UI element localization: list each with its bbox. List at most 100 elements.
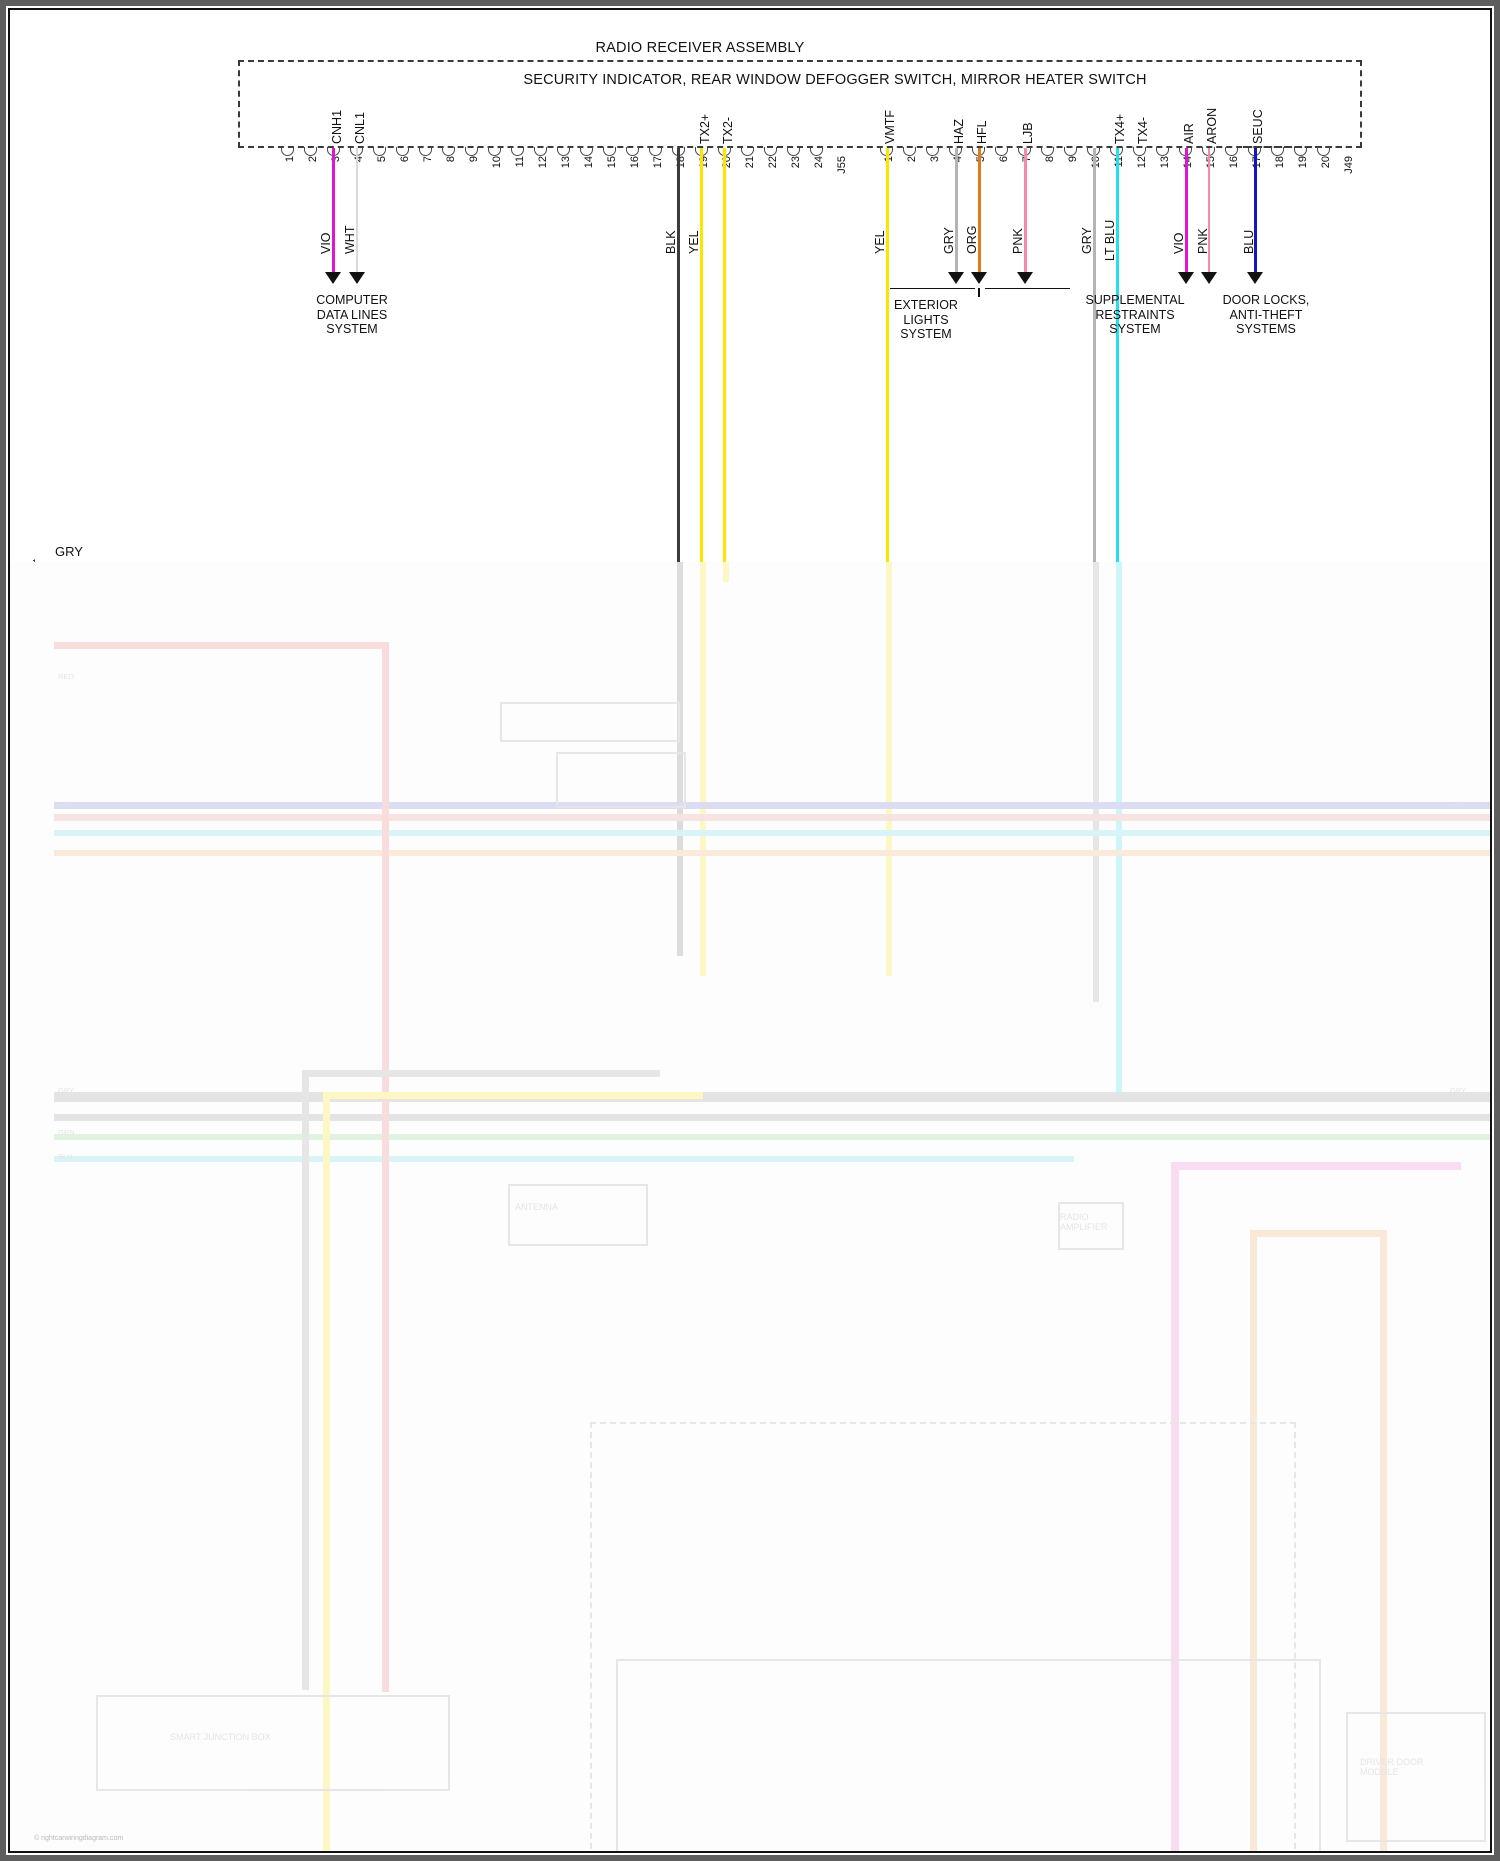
pin-number: 14 bbox=[1182, 156, 1194, 169]
pin-cup bbox=[995, 147, 1008, 156]
pin-number: 13 bbox=[1159, 156, 1171, 169]
dest-line: SYSTEMS bbox=[1236, 322, 1296, 336]
switch-block-b bbox=[500, 702, 680, 742]
circuit-code: TX4+ bbox=[1113, 113, 1127, 144]
circuit-code: TX2+ bbox=[698, 113, 712, 144]
group-brace-tick bbox=[978, 288, 980, 297]
pin-number: 11 bbox=[1113, 156, 1125, 168]
lower-schematic-faded: SMART JUNCTION BOX INSTRUMENT PANEL CLUS… bbox=[10, 562, 1490, 1851]
harness-bundle-upper bbox=[54, 802, 1490, 809]
harness-bundle-lower bbox=[54, 1092, 1490, 1102]
pin-number: 8 bbox=[445, 156, 457, 163]
pin-number: 6 bbox=[998, 156, 1010, 163]
wire-color-label: VIO bbox=[319, 232, 333, 254]
wire-color-label: LT BLU bbox=[1103, 219, 1117, 261]
pin-cup bbox=[1133, 147, 1146, 156]
connector-edge-left bbox=[238, 146, 1362, 148]
pin-number: 14 bbox=[583, 156, 595, 169]
pin-cup bbox=[1064, 147, 1077, 156]
ref-label: BLU bbox=[58, 1152, 73, 1161]
pin-number: 1 bbox=[284, 156, 296, 163]
pin-cup bbox=[1225, 147, 1238, 156]
pin-cup bbox=[810, 147, 823, 156]
pin-number: 2 bbox=[906, 156, 918, 163]
pin-number: 24 bbox=[813, 156, 825, 169]
pin-cup bbox=[903, 147, 916, 156]
gry-wire-label: GRY bbox=[55, 544, 83, 559]
pin-number: 5 bbox=[376, 156, 388, 163]
pin-cup bbox=[511, 147, 524, 156]
wire-yel-j55-19 bbox=[700, 148, 703, 562]
wire-pink-top-run bbox=[1171, 1162, 1461, 1170]
pin-number: 7 bbox=[1021, 156, 1033, 163]
pin-cup bbox=[1271, 147, 1284, 156]
pin-cup bbox=[442, 147, 455, 156]
wire-yellow-vertical bbox=[323, 1092, 330, 1851]
pin-number: 10 bbox=[491, 156, 503, 169]
dest-line: DOOR LOCKS, bbox=[1222, 293, 1310, 307]
pin-number: 16 bbox=[629, 156, 641, 169]
module-center-dashed bbox=[590, 1422, 1296, 1851]
wire-red-vertical bbox=[382, 642, 389, 1692]
arrow-down-icon bbox=[971, 272, 987, 284]
module-right-connector bbox=[1346, 1712, 1486, 1842]
credit-text: © rightcarwiringdiagram.com bbox=[34, 1835, 124, 1842]
ref-label: RED bbox=[58, 672, 74, 681]
circuit-code: LJB bbox=[1021, 122, 1035, 144]
component-box-2 bbox=[508, 1184, 648, 1246]
component-box-1 bbox=[1058, 1202, 1124, 1250]
faded-content-layer: SMART JUNCTION BOX INSTRUMENT PANEL CLUS… bbox=[10, 562, 1490, 1851]
dest-line: SYSTEM bbox=[1109, 322, 1161, 336]
wire-color-label: YEL bbox=[687, 230, 701, 254]
wire-wht-j55-4 bbox=[356, 148, 359, 276]
wire-pnk-j49-15 bbox=[1208, 148, 1211, 276]
module-left-connector bbox=[96, 1695, 450, 1791]
wire-pnk-j49-8 bbox=[1024, 148, 1027, 276]
arrow-down-icon bbox=[1017, 272, 1033, 284]
pin-cup bbox=[396, 147, 409, 156]
pin-number: 11 bbox=[514, 156, 526, 168]
pin-cup bbox=[1317, 147, 1330, 156]
harness-bundle-upper-2 bbox=[54, 814, 1490, 821]
pin-cup bbox=[465, 147, 478, 156]
circuit-code: HAZ bbox=[952, 119, 966, 144]
diagram-sheet: RADIO RECEIVER ASSEMBLY SECURITY INDICAT… bbox=[8, 8, 1492, 1853]
wire-ltblu-cont bbox=[1116, 562, 1122, 1102]
pin-number: 23 bbox=[790, 156, 802, 169]
arrow-down-icon bbox=[1201, 272, 1217, 284]
pin-cup bbox=[373, 147, 386, 156]
wire-color-label: VIO bbox=[1172, 232, 1186, 254]
pin-cup bbox=[1294, 147, 1307, 156]
arrow-down-icon bbox=[1247, 272, 1263, 284]
pin-cup bbox=[557, 147, 570, 156]
wire-color-label: YEL bbox=[873, 230, 887, 254]
pin-cup bbox=[304, 147, 317, 156]
pin-cup bbox=[603, 147, 616, 156]
wire-color-label: BLU bbox=[1242, 229, 1256, 254]
circuit-code: HFL bbox=[975, 120, 989, 144]
pin-number: 3 bbox=[929, 156, 941, 163]
pin-cup bbox=[787, 147, 800, 156]
pin-cup bbox=[281, 147, 294, 156]
dest-line: EXTERIOR bbox=[894, 298, 958, 312]
dest-line: LIGHTS bbox=[903, 312, 949, 327]
circuit-code: VMTF bbox=[883, 109, 897, 144]
arrow-down-icon bbox=[325, 272, 341, 284]
dest-line: SUPPLEMENTAL bbox=[1085, 293, 1185, 307]
wire-yel-j55-20 bbox=[723, 148, 726, 562]
pin-number: 12 bbox=[537, 156, 549, 169]
wire-orange-right-vertical bbox=[1380, 1230, 1387, 1851]
pin-number: 10 bbox=[1090, 156, 1102, 169]
destination-exterior-lights: EXTERIOR LIGHTS SYSTEM bbox=[894, 298, 958, 342]
pin-number: 2 bbox=[307, 156, 319, 163]
pin-number: 16 bbox=[1228, 156, 1240, 169]
pin-cup bbox=[534, 147, 547, 156]
dest-line: COMPUTER bbox=[316, 293, 388, 307]
circuit-code: TX4- bbox=[1136, 116, 1150, 144]
wire-color-label: PNK bbox=[1011, 228, 1025, 254]
wire-orange-top-run bbox=[1250, 1230, 1386, 1237]
wire-yel-cont-1 bbox=[700, 562, 706, 976]
pin-cup bbox=[764, 147, 777, 156]
pin-number: 9 bbox=[1067, 156, 1079, 163]
pin-number: 17 bbox=[1251, 156, 1263, 169]
